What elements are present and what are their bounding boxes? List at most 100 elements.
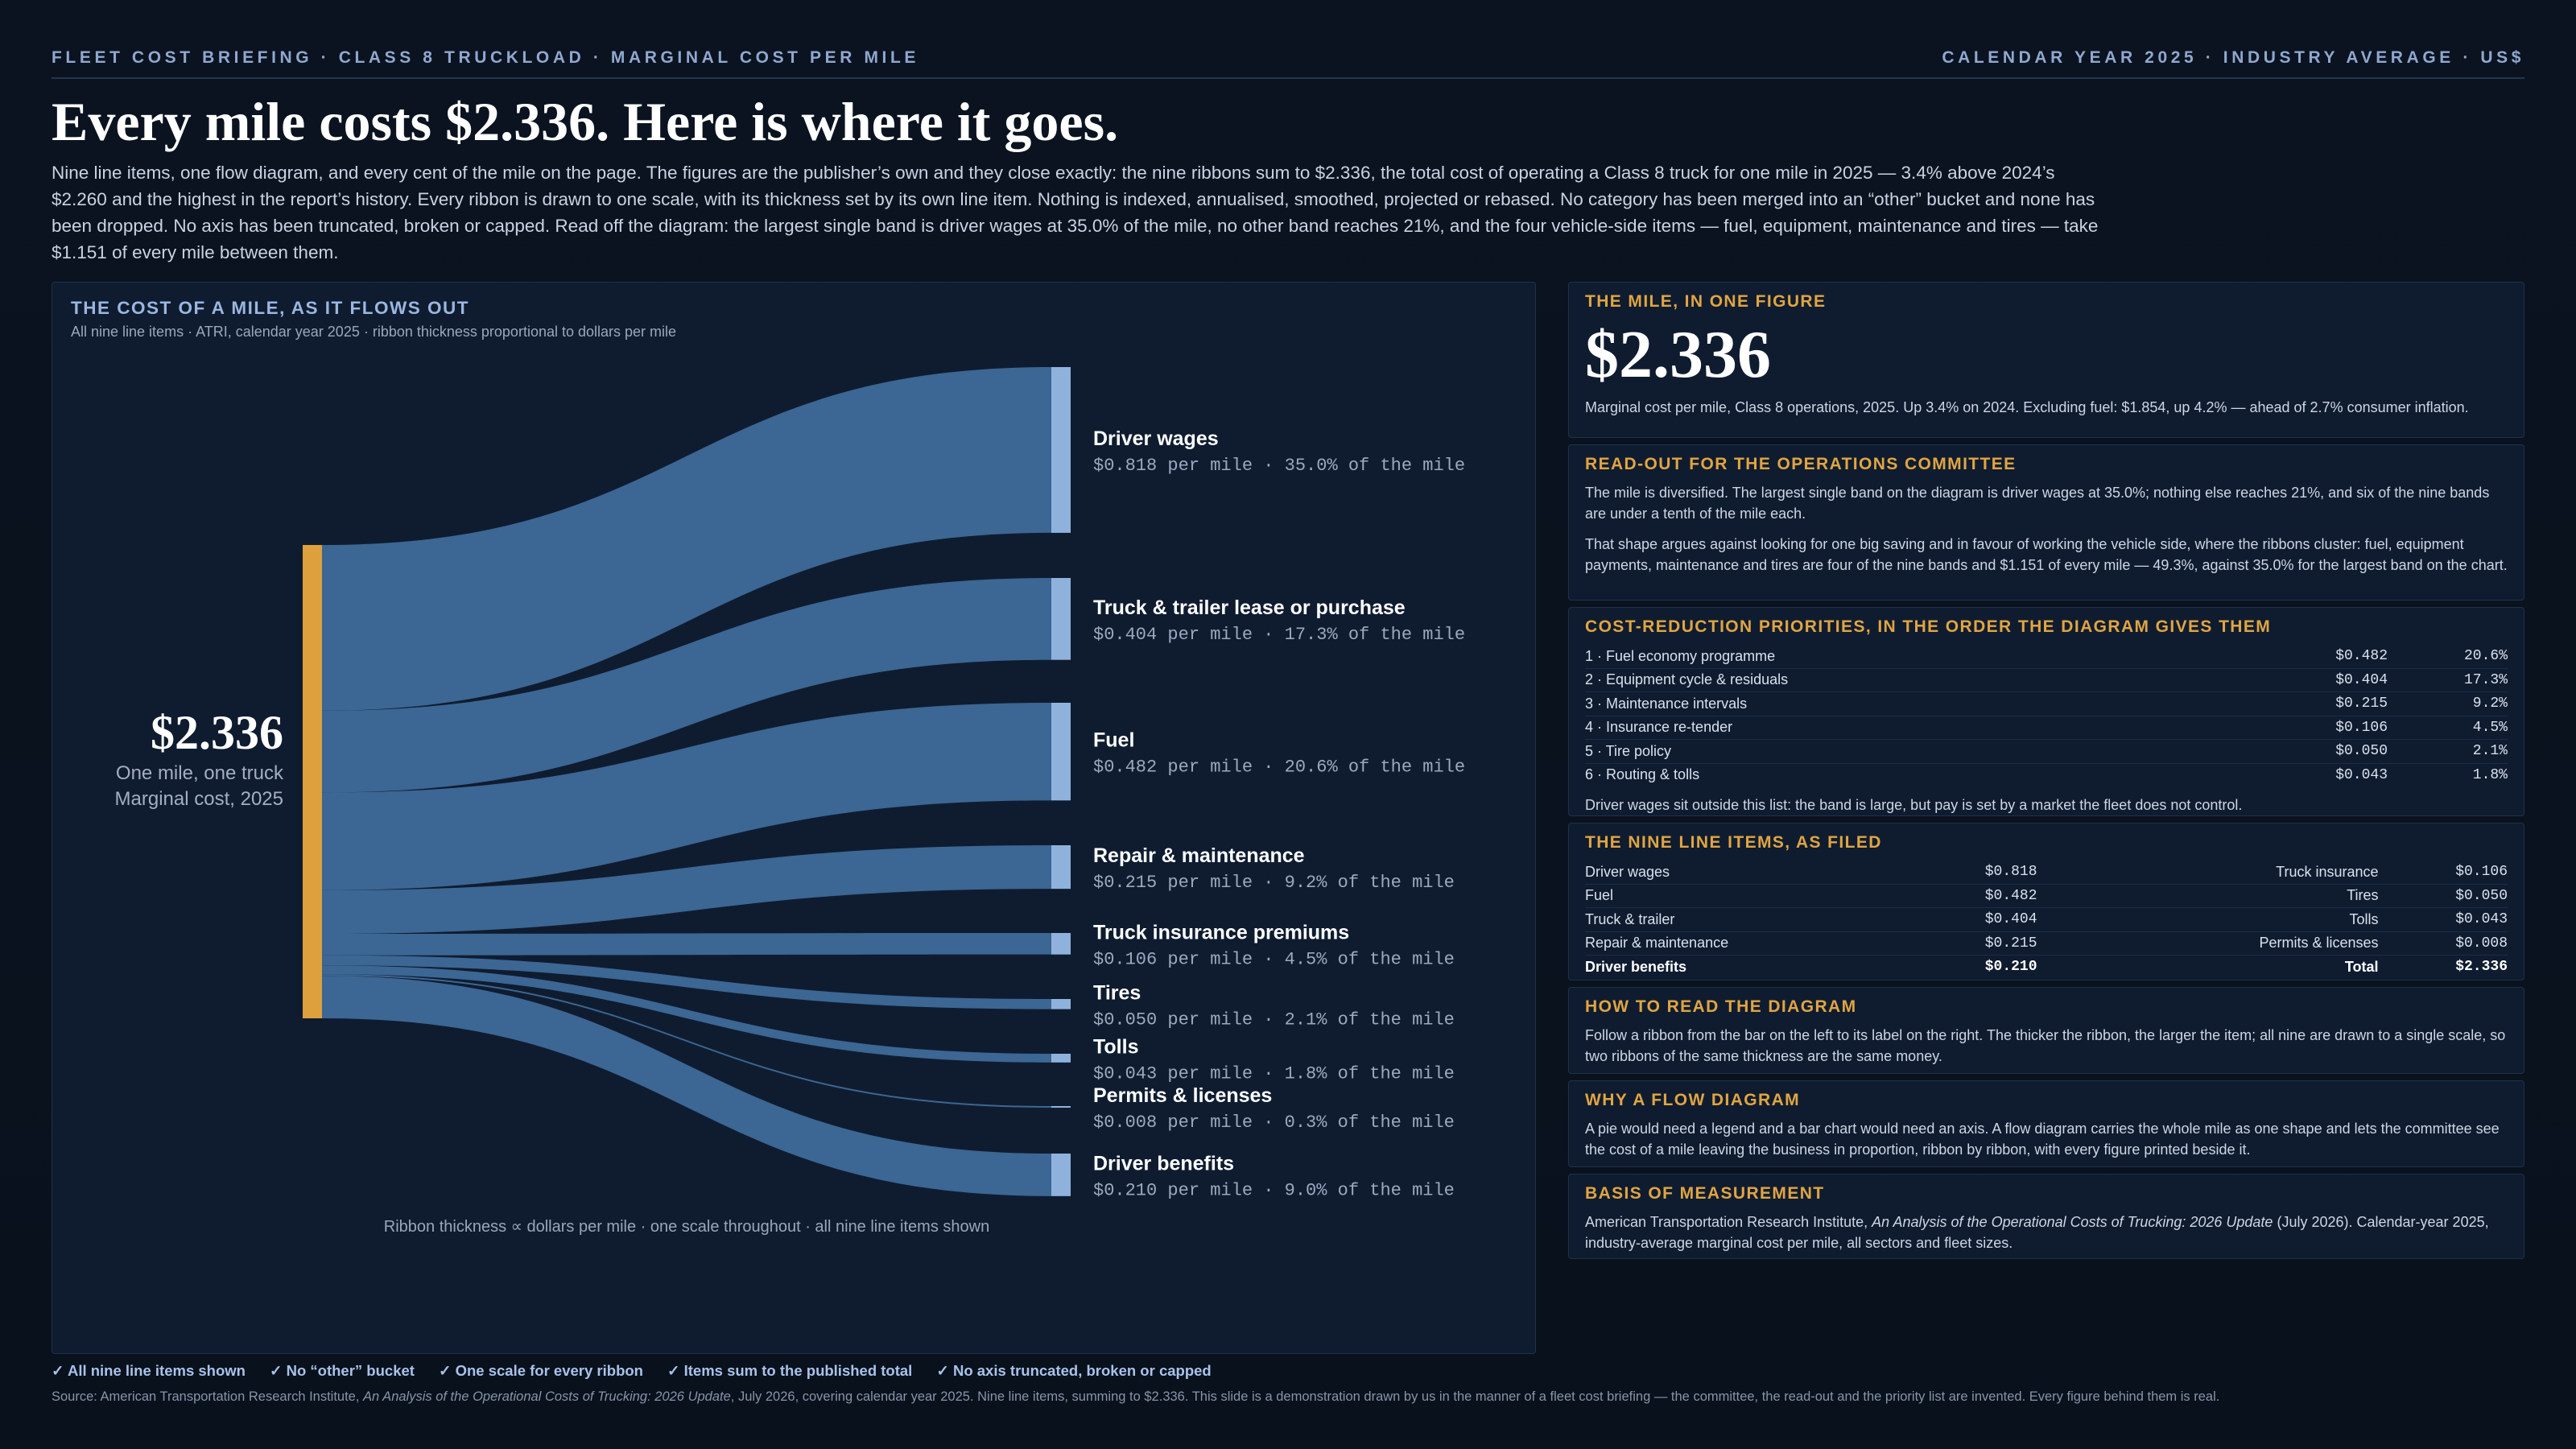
flow-detail-7: $0.008 per mile · 0.3% of the mile bbox=[1093, 1113, 1455, 1133]
lineitem-row: Driver benefits $0.210 Total $2.336 bbox=[1585, 956, 2508, 979]
footer-check-item: ✓ No axis truncated, broken or capped bbox=[936, 1362, 1212, 1379]
lineitem-right-label: Permits & licenses bbox=[2037, 931, 2379, 956]
ribbon-5 bbox=[322, 955, 1051, 1009]
footer-checklist: ✓ All nine line items shown ✓ No “other” … bbox=[52, 1362, 1236, 1380]
priority-label: 5 · Tire policy bbox=[1585, 739, 2277, 764]
flow-detail-6: $0.043 per mile · 1.8% of the mile bbox=[1093, 1063, 1455, 1084]
priority-row: 4 · Insurance re-tender $0.106 4.5% bbox=[1585, 716, 2508, 740]
card-priorities: COST-REDUCTION PRIORITIES, IN THE ORDER … bbox=[1568, 607, 2524, 816]
ribbon-group bbox=[322, 367, 1051, 1196]
priority-value: $0.050 bbox=[2277, 739, 2388, 764]
flow-label-5: Tires bbox=[1093, 981, 1141, 1004]
card-basis-text: American Transportation Research Institu… bbox=[1585, 1214, 2489, 1251]
source-bar bbox=[303, 545, 322, 1018]
source-note: Source: American Transportation Research… bbox=[52, 1389, 2220, 1404]
flow-detail-4: $0.106 per mile · 4.5% of the mile bbox=[1093, 949, 1455, 969]
lineitem-row: Driver wages $0.818 Truck insurance $0.106 bbox=[1585, 861, 2508, 885]
flow-label-1: Truck & trailer lease or purchase bbox=[1093, 597, 1406, 619]
target-bar-3 bbox=[1051, 845, 1071, 890]
priority-percent: 17.3% bbox=[2388, 668, 2508, 692]
lineitem-right-value: $0.106 bbox=[2378, 861, 2508, 885]
priority-row: 6 · Routing & tolls $0.043 1.8% bbox=[1585, 763, 2508, 786]
lineitem-right-label: Total bbox=[2344, 958, 2379, 975]
header-divider bbox=[52, 77, 2524, 79]
priority-percent: 20.6% bbox=[2388, 645, 2508, 669]
card-priorities-title: COST-REDUCTION PRIORITIES, IN THE ORDER … bbox=[1585, 617, 2272, 636]
readout-paragraph-2: That shape argues against looking for on… bbox=[1585, 536, 2508, 573]
card-readout: READ-OUT FOR THE OPERATIONS COMMITTEE Th… bbox=[1568, 444, 2524, 601]
priority-percent: 9.2% bbox=[2388, 691, 2508, 716]
priority-value: $0.043 bbox=[2335, 766, 2388, 783]
priority-value: $0.482 bbox=[2277, 645, 2388, 669]
lineitem-left-label: Driver wages bbox=[1585, 861, 1973, 885]
flow-detail-0: $0.818 per mile · 35.0% of the mile bbox=[1093, 456, 1465, 476]
source-total-label: $2.336 bbox=[151, 706, 283, 759]
priority-value: $0.215 bbox=[2277, 691, 2388, 716]
lineitems-table: Driver wages $0.818 Truck insurance $0.106 F… bbox=[1585, 861, 2508, 979]
priority-label: 3 · Maintenance intervals bbox=[1585, 691, 2277, 716]
target-bar-0 bbox=[1051, 367, 1071, 533]
lineitem-right-label: Truck insurance bbox=[2037, 861, 2379, 885]
target-bar-1 bbox=[1051, 578, 1071, 660]
priority-row: 3 · Maintenance intervals $0.215 9.2% bbox=[1585, 691, 2508, 716]
ribbon-2 bbox=[322, 703, 1051, 890]
lineitem-right-value: $0.043 bbox=[2378, 907, 2508, 932]
ribbon-4 bbox=[322, 933, 1051, 956]
flow-label-6: Tolls bbox=[1093, 1035, 1138, 1058]
source-caption-line-2: Marginal cost, 2025 bbox=[115, 788, 283, 810]
card-why-text: A pie would need a legend and a bar char… bbox=[1585, 1121, 2500, 1158]
card-mile-title: THE MILE, IN ONE FIGURE bbox=[1585, 292, 1827, 311]
lineitem-row: Truck & trailer $0.404 Tolls $0.043 bbox=[1585, 907, 2508, 932]
chart-title: THE COST OF A MILE, AS IT FLOWS OUT bbox=[71, 298, 469, 318]
card-mile: THE MILE, IN ONE FIGURE $2.336 Marginal … bbox=[1568, 282, 2524, 438]
flow-detail-3: $0.215 per mile · 9.2% of the mile bbox=[1093, 873, 1455, 893]
ribbon-7 bbox=[322, 974, 1051, 1108]
priority-label: 6 · Routing & tolls bbox=[1585, 766, 1700, 783]
flow-label-8: Driver benefits bbox=[1093, 1152, 1234, 1174]
card-howto-text: Follow a ribbon from the bar on the left… bbox=[1585, 1027, 2506, 1064]
target-bar-7 bbox=[1051, 1106, 1071, 1108]
lineitem-right-label: Tires bbox=[2037, 884, 2379, 908]
card-lineitems-title: THE NINE LINE ITEMS, AS FILED bbox=[1585, 833, 1882, 852]
footer-check-item: ✓ One scale for every ribbon bbox=[438, 1362, 643, 1379]
flow-detail-5: $0.050 per mile · 2.1% of the mile bbox=[1093, 1009, 1455, 1030]
flow-detail-1: $0.404 per mile · 17.3% of the mile bbox=[1093, 625, 1465, 645]
flow-label-0: Driver wages bbox=[1093, 427, 1219, 450]
target-bar-6 bbox=[1051, 1054, 1071, 1063]
ribbon-6 bbox=[322, 965, 1051, 1063]
ribbon-0 bbox=[322, 367, 1051, 711]
card-basis: BASIS OF MEASUREMENT American Transporta… bbox=[1568, 1174, 2524, 1259]
ribbon-8 bbox=[322, 976, 1051, 1196]
footer-check-item: ✓ Items sum to the published total bbox=[667, 1362, 913, 1379]
lineitem-left-value: $0.215 bbox=[1972, 931, 2037, 956]
priorities-note: Driver wages sit outside this list: the … bbox=[1585, 797, 2243, 813]
lineitem-right-label: Tolls bbox=[2037, 907, 2379, 932]
target-bar-8 bbox=[1051, 1154, 1071, 1196]
priority-row: 2 · Equipment cycle & residuals $0.404 17.… bbox=[1585, 668, 2508, 692]
priority-value: $0.404 bbox=[2277, 668, 2388, 692]
lineitem-left-label: Fuel bbox=[1585, 884, 1973, 908]
target-bar-4 bbox=[1051, 933, 1071, 955]
lineitem-right-value: $2.336 bbox=[2455, 959, 2508, 976]
lineitem-left-label: Driver benefits bbox=[1585, 958, 1687, 975]
headline: Every mile costs $2.336. Here is where i… bbox=[52, 91, 1119, 152]
flow-detail-8: $0.210 per mile · 9.0% of the mile bbox=[1093, 1180, 1455, 1200]
priority-percent: 1.8% bbox=[2472, 766, 2508, 783]
card-howto-title: HOW TO READ THE DIAGRAM bbox=[1585, 997, 1857, 1016]
priority-value: $0.106 bbox=[2277, 716, 2388, 740]
lineitem-right-value: $0.008 bbox=[2378, 931, 2508, 956]
card-readout-title: READ-OUT FOR THE OPERATIONS COMMITTEE bbox=[1585, 455, 2017, 473]
card-why-title: WHY A FLOW DIAGRAM bbox=[1585, 1091, 1801, 1109]
target-bar-group bbox=[1051, 367, 1071, 1196]
lineitem-left-label: Truck & trailer bbox=[1585, 907, 1973, 932]
chart-footnote: Ribbon thickness ∝ dollars per mile · on… bbox=[384, 1218, 989, 1236]
priority-label: 1 · Fuel economy programme bbox=[1585, 645, 2277, 669]
lineitem-left-value: $0.482 bbox=[1972, 884, 2037, 908]
flow-label-7: Permits & licenses bbox=[1093, 1084, 1272, 1107]
lineitem-row: Fuel $0.482 Tires $0.050 bbox=[1585, 884, 2508, 908]
chart-subtitle: All nine line items · ATRI, calendar yea… bbox=[71, 324, 677, 340]
footer-check-item: ✓ No “other” bucket bbox=[269, 1362, 415, 1379]
lineitem-left-value: $0.210 bbox=[1984, 959, 2037, 976]
label-group: Driver wages $0.818 per mile · 35.0% of t… bbox=[1093, 427, 1465, 1200]
